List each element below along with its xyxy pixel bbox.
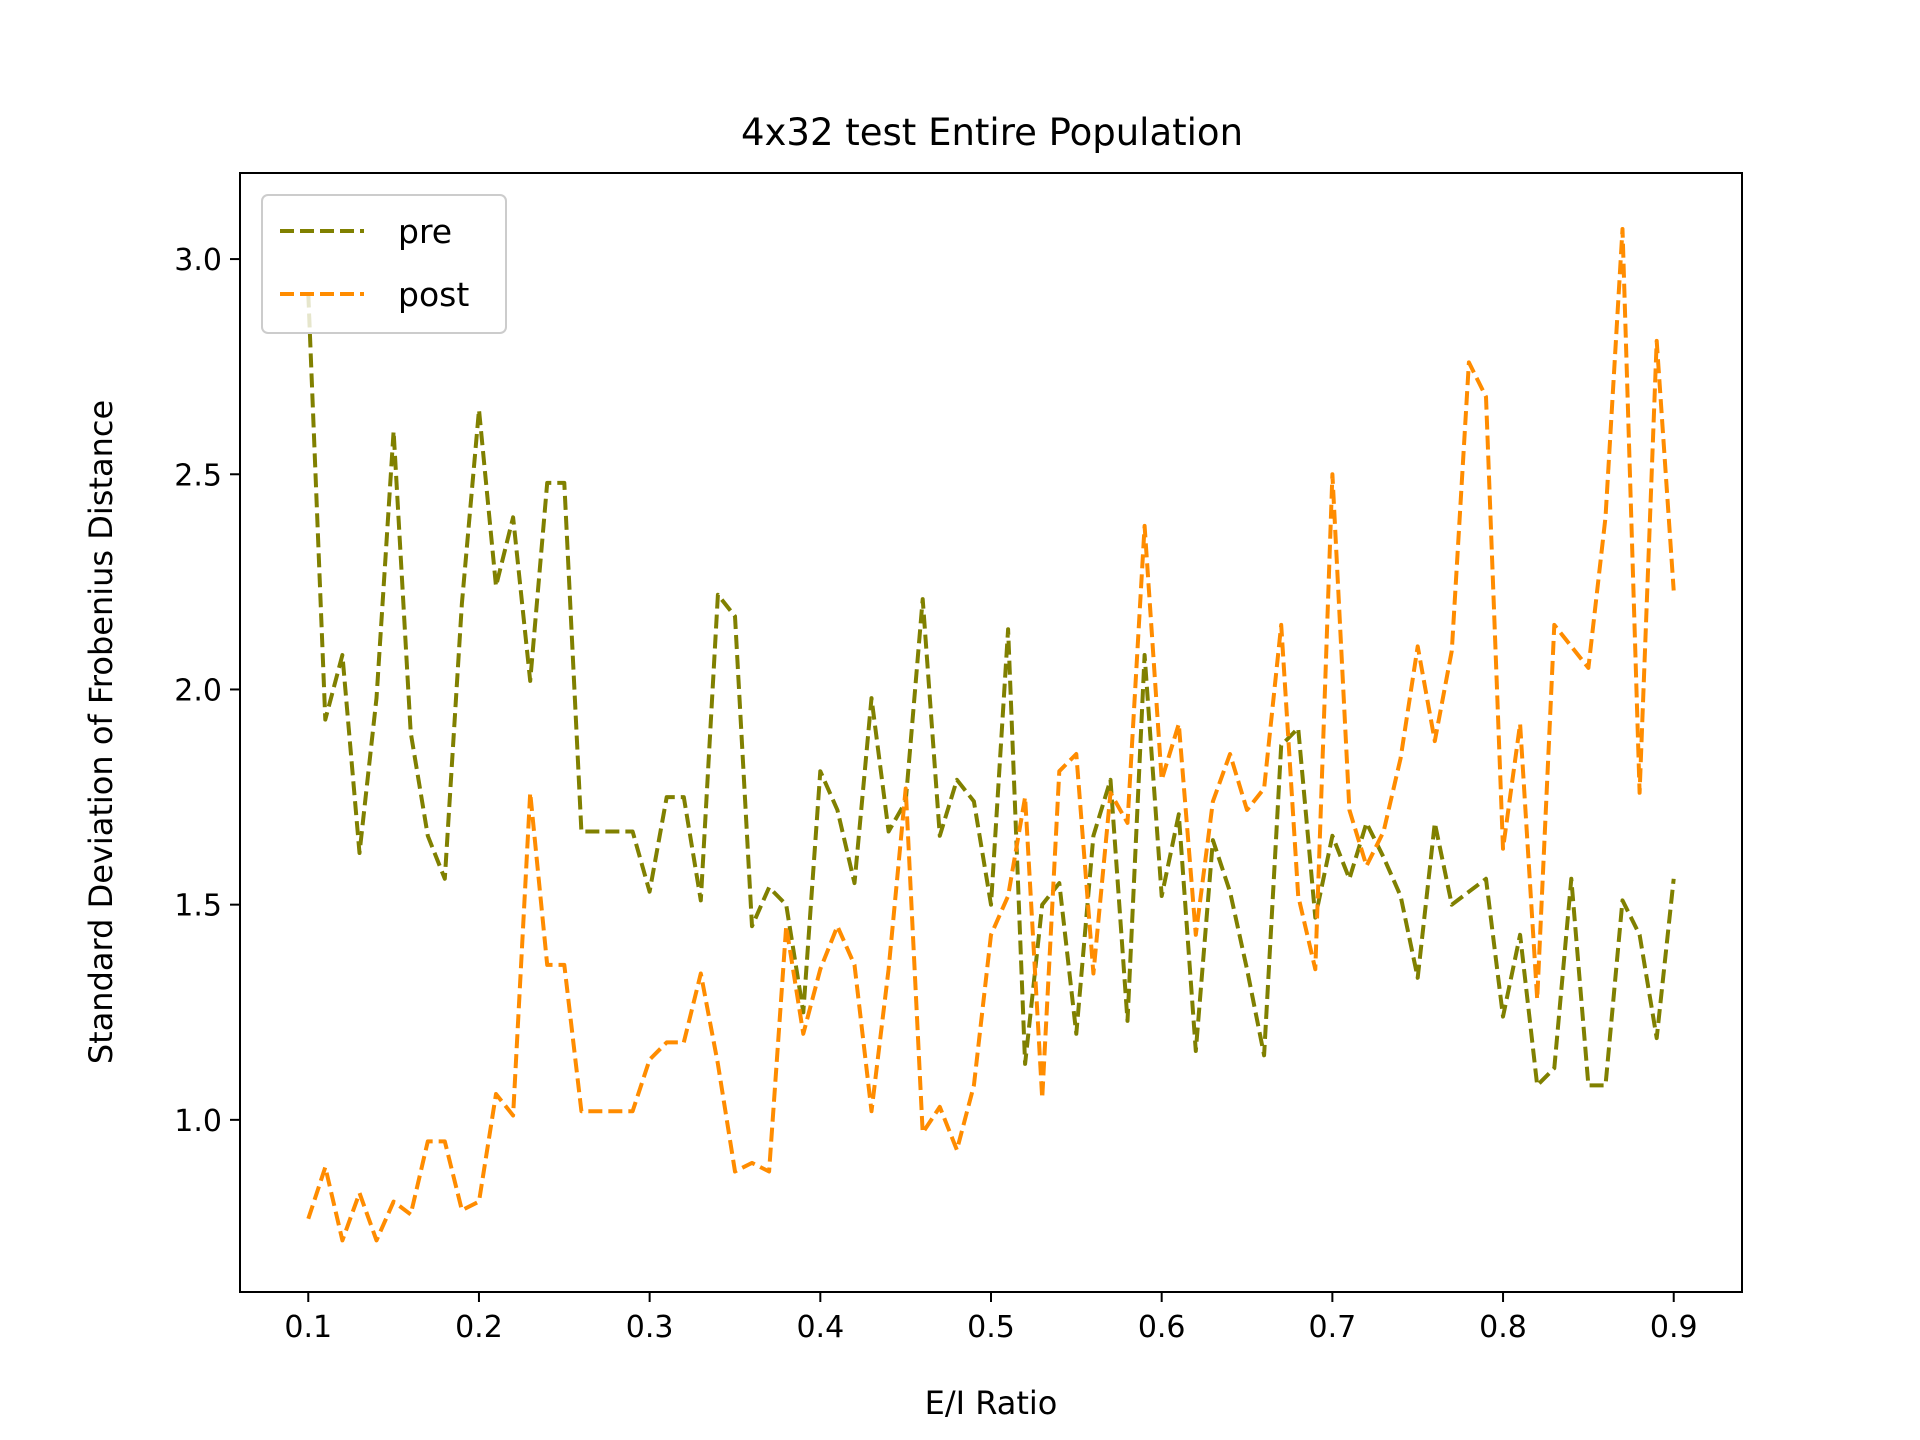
x-axis-ticks: 0.1 0.2 0.3 0.4 0.5 0.6 0.7 0.8 0.9 [284, 1292, 1698, 1345]
x-tick-label: 0.7 [1309, 1310, 1357, 1345]
x-tick-label: 0.9 [1650, 1310, 1698, 1345]
y-tick-label: 2.5 [174, 458, 222, 493]
legend-box [261, 194, 507, 334]
y-tick-label: 1.0 [174, 1104, 222, 1139]
x-tick-label: 0.3 [626, 1310, 674, 1345]
series-line-pre [306, 293, 1676, 1088]
x-tick-label: 0.1 [284, 1310, 332, 1345]
x-tick-label: 0.2 [455, 1310, 503, 1345]
x-tick-label: 0.4 [796, 1310, 844, 1345]
legend-label-post: post [398, 275, 469, 314]
x-axis-label: E/I Ratio [925, 1384, 1058, 1422]
chart-title: 4x32 test Entire Population [741, 111, 1243, 154]
legend: pre post [261, 194, 507, 334]
series-layer [306, 227, 1676, 1243]
legend-label-pre: pre [398, 212, 452, 251]
x-tick-label: 0.8 [1479, 1310, 1527, 1345]
y-tick-label: 3.0 [174, 243, 222, 278]
y-axis-label: Standard Deviation of Frobenius Distance [82, 400, 120, 1064]
y-axis-ticks: 1.0 1.5 2.0 2.5 3.0 [174, 243, 240, 1139]
series-line-post [306, 227, 1676, 1243]
y-tick-label: 2.0 [174, 673, 222, 708]
y-tick-label: 1.5 [174, 889, 222, 924]
x-tick-label: 0.5 [967, 1310, 1015, 1345]
x-tick-label: 0.6 [1138, 1310, 1186, 1345]
